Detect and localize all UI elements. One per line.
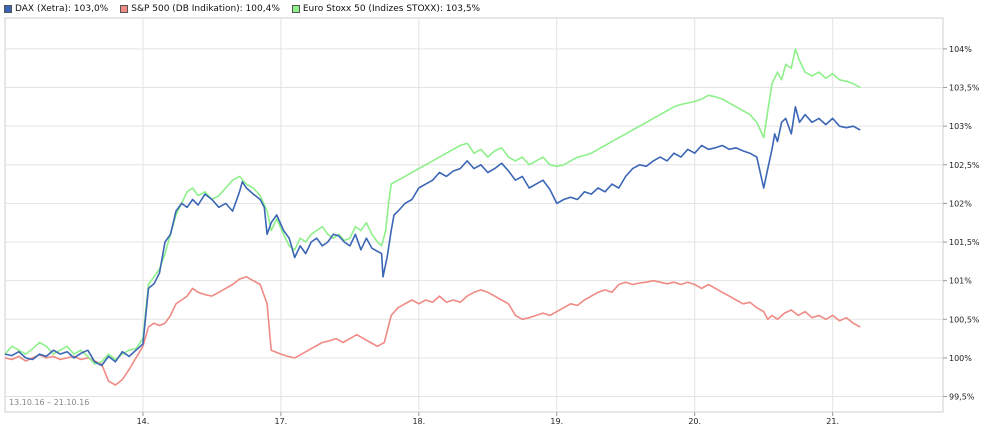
x-tick-label: 17. (275, 417, 288, 426)
y-tick-label: 102% (949, 199, 972, 208)
x-tick-label: 18. (412, 417, 425, 426)
x-tick-label: 21. (826, 417, 839, 426)
y-tick-label: 103% (949, 122, 972, 131)
legend-item-eurostoxx[interactable]: Euro Stoxx 50 (Indizes STOXX): 103,5% (291, 4, 481, 14)
x-tick-label: 19. (550, 417, 563, 426)
date-range-label: 13.10.16 – 21.10.16 (9, 398, 89, 407)
sp500-line (4, 276, 861, 386)
legend-label-dax: DAX (Xetra): 103,0% (15, 4, 109, 14)
y-tick-label: 102,5% (949, 161, 980, 170)
y-tick-label: 101,5% (949, 238, 980, 247)
legend-item-dax[interactable]: DAX (Xetra): 103,0% (4, 4, 108, 14)
series-layer (4, 48, 861, 386)
legend-label-eurostoxx: Euro Stoxx 50 (Indizes STOXX): 103,5% (302, 4, 481, 14)
y-tick-label: 100% (949, 354, 972, 363)
legend-swatch-dax (4, 5, 12, 13)
axis-layer: 99,5% 100% 100,5% 101% 101,5% 102% 102,5% 103% 1… (137, 45, 980, 426)
x-tick-label: 20. (688, 417, 701, 426)
dax-line (4, 106, 861, 367)
y-tick-label: 101% (949, 277, 972, 286)
y-tick-label: 100,5% (949, 315, 980, 324)
x-tick-label: 14. (137, 417, 150, 426)
plot-frame (4, 17, 944, 413)
y-tick-label: 103,5% (949, 84, 980, 93)
eurostoxx-line (4, 48, 861, 365)
y-tick-label: 104% (949, 45, 972, 54)
y-tick-label: 99,5% (949, 393, 975, 402)
legend-label-sp500: S&P 500 (DB Indikation): 100,4% (131, 4, 280, 14)
legend-item-sp500[interactable]: S&P 500 (DB Indikation): 100,4% (120, 4, 280, 14)
legend-swatch-sp500 (120, 5, 129, 13)
legend-swatch-eurostoxx (291, 5, 300, 13)
legend: DAX (Xetra): 103,0% S&P 500 (DB Indikati… (4, 3, 492, 15)
grid-layer (4, 17, 944, 413)
